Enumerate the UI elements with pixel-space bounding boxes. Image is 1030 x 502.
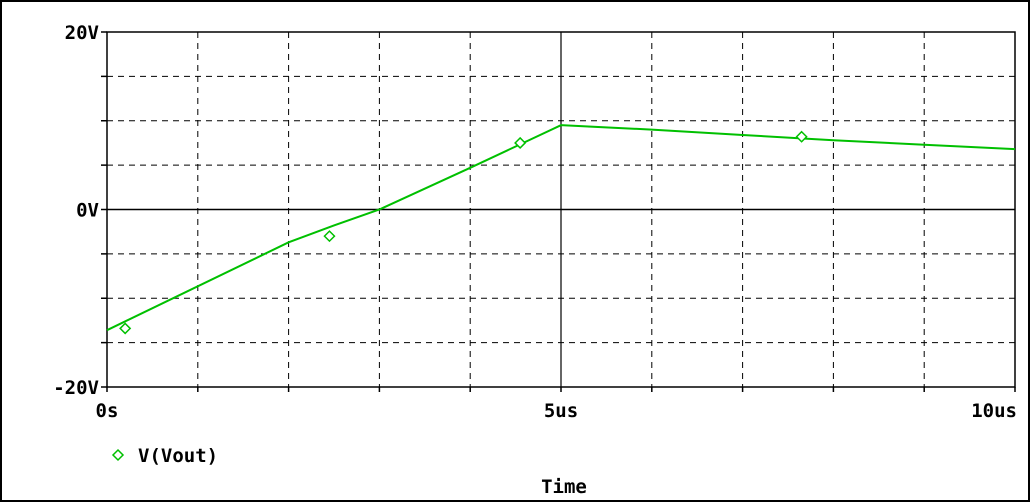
series-marker-diamond — [795, 130, 808, 143]
series-line-vout — [106, 124, 1016, 332]
axes — [101, 31, 1016, 392]
y-tick-label: 20V — [65, 22, 99, 44]
series-marker-diamond — [119, 322, 132, 335]
series-layer — [106, 124, 1016, 335]
x-tick-label: 0s — [96, 400, 119, 422]
legend-diamond-icon — [111, 448, 125, 462]
series-marker-diamond — [323, 230, 336, 243]
x-axis-label: Time — [541, 476, 587, 498]
legend: V(Vout) — [111, 445, 218, 467]
x-tick-label: 10us — [971, 400, 1017, 422]
grid-lines — [107, 32, 1015, 387]
legend-label: V(Vout) — [138, 445, 218, 467]
y-tick-label: -20V — [53, 377, 99, 399]
x-tick-label: 5us — [544, 400, 578, 422]
series-marker-diamond — [514, 136, 527, 149]
y-tick-label: 0V — [76, 200, 99, 222]
